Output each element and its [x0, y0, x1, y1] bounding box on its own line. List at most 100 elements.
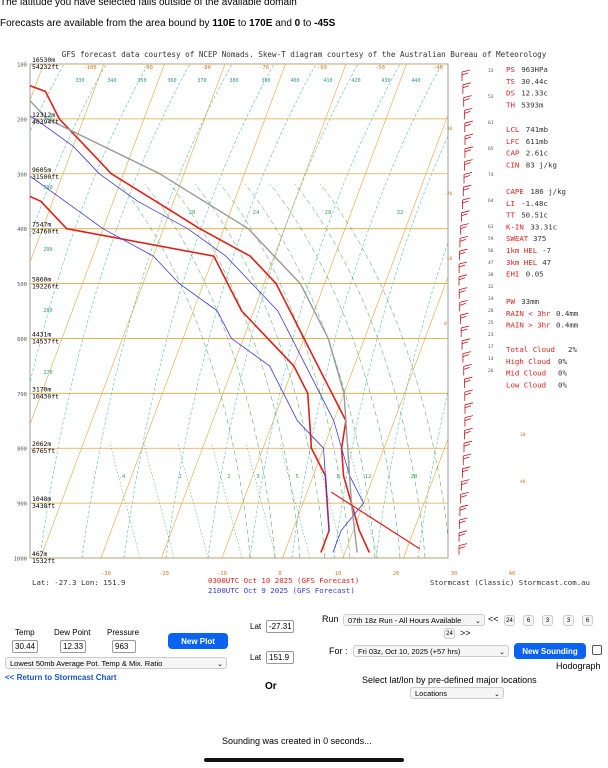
wind-barb — [458, 287, 468, 299]
dry-adiabat — [586, 64, 608, 558]
wind-barb — [462, 453, 472, 465]
height-label-m: 5860m — [32, 276, 51, 284]
height-tick: 14 — [488, 356, 494, 362]
hodograph-checkbox[interactable] — [592, 645, 602, 655]
wind-barb — [459, 300, 468, 312]
height-tick: 64 — [488, 198, 494, 204]
stat-value: 33mm — [521, 297, 539, 306]
for-select[interactable]: Fri 03z, Oct 10, 2025 (+57 hrs) — [353, 645, 509, 657]
dry-adiabat — [39, 64, 191, 558]
lon-input[interactable] — [266, 651, 294, 664]
wind-barb — [463, 376, 473, 389]
dry-adiabat-label: 340 — [107, 78, 116, 84]
mixing-ratio-label: 2 — [227, 474, 230, 480]
nav-button-fwd-24[interactable]: 24 — [444, 628, 455, 639]
dry-adiabat-label: 310 — [43, 116, 52, 122]
nav-prev[interactable]: << — [488, 614, 499, 624]
nav-button-back-3[interactable]: 3 — [542, 615, 553, 626]
top-temp-tick: -40 — [433, 65, 443, 71]
new-plot-button[interactable]: New Plot — [168, 633, 228, 649]
wind-barb — [461, 466, 471, 478]
moist-adiabat — [169, 183, 301, 558]
new-sounding-button[interactable]: New Sounding — [514, 643, 586, 659]
wind-barb — [458, 543, 468, 555]
pressure-label: Pressure — [107, 628, 140, 637]
stat-value: 50.51c — [521, 211, 548, 220]
height-tick: 56 — [488, 248, 494, 254]
stat-label: High Cloud — [506, 357, 551, 366]
moist-adiabat — [294, 183, 426, 558]
stat-label: CAP — [506, 149, 520, 158]
nav-button-back-24[interactable]: 24 — [504, 615, 515, 626]
stat-value: 2.61c — [526, 149, 548, 158]
nav-button-back-6[interactable]: 6 — [523, 615, 534, 626]
height-tick: -30 — [444, 126, 453, 132]
run-label: Run — [322, 614, 339, 624]
dry-adiabat-label: 330 — [75, 78, 84, 84]
pressure-input[interactable] — [112, 640, 136, 653]
axis-labels: 100200300400500600700800900100016530m542… — [14, 56, 526, 577]
mixing-ratio-label: 1 — [178, 474, 181, 480]
bottom-temp-tick: -10 — [217, 571, 227, 577]
chart-title: GFS forecast data courtesy of NCEP Nomad… — [62, 50, 547, 59]
moist-adiabat — [319, 183, 448, 540]
skew-t-chart: GFS forecast data courtesy of NCEP Nomad… — [14, 50, 608, 595]
stat-label: TS — [506, 77, 515, 86]
stat-value: 0% — [558, 380, 567, 389]
wind-barb — [462, 82, 471, 94]
nav-button-fwd-6[interactable]: 6 — [582, 615, 593, 626]
height-label-m: 9605m — [32, 166, 51, 174]
stat-label: K-IN — [506, 222, 524, 231]
stat-value: 375 — [533, 234, 546, 243]
mixing-ratio-line — [211, 443, 243, 558]
lat-label: Lat — [250, 622, 262, 631]
dry-adiabat — [30, 64, 107, 238]
mixing-ratio-label: 12 — [365, 474, 372, 480]
wind-barb — [460, 223, 469, 235]
dry-adiabat — [291, 64, 443, 558]
dry-adiabat-label: 360 — [167, 78, 176, 84]
stat-label: LI — [506, 199, 515, 208]
locations-select[interactable]: Locations — [410, 687, 504, 699]
nav-next[interactable]: >> — [460, 628, 471, 638]
wind-barb — [461, 479, 470, 491]
lat-input[interactable] — [266, 620, 294, 633]
stat-value: 5393m — [521, 100, 544, 109]
stat-value: 741mb — [526, 125, 549, 134]
parcel-select[interactable]: Lowest 50mb Average Pot. Temp & Mix. Rat… — [5, 657, 227, 669]
stat-value: 186 j/kg — [530, 187, 566, 196]
temp-input[interactable] — [12, 640, 38, 653]
dry-adiabat — [375, 241, 448, 558]
dry-adiabat-label: 280 — [43, 308, 52, 314]
dry-adiabat-label: 390 — [261, 78, 270, 84]
mixing-ratio-label: 8 — [336, 474, 340, 480]
mixing-ratio-line — [347, 443, 379, 558]
height-tick: 47 — [488, 260, 494, 266]
bottom-temp-tick: 20 — [393, 571, 400, 577]
stat-label: TH — [506, 100, 515, 109]
dewpoint-input[interactable] — [60, 640, 86, 653]
stat-label: 3km HEL — [506, 258, 538, 267]
dry-adiabat-label: 410 — [323, 78, 332, 84]
height-label-m: 4431m — [32, 330, 51, 338]
return-link[interactable]: << Return to Stormcast Chart — [5, 673, 117, 682]
height-label-ft: 14537ft — [32, 337, 59, 345]
stat-label: PS — [506, 65, 515, 74]
height-tick: 40 — [520, 479, 526, 485]
stat-value: 83 j/kg — [526, 160, 557, 169]
top-temp-tick: -60 — [317, 65, 327, 71]
stat-label: TT — [506, 211, 515, 220]
wind-barb — [464, 389, 473, 401]
dry-adiabat — [333, 135, 448, 558]
height-label-ft: 31500ft — [32, 173, 59, 181]
pressure-tick-label: 200 — [17, 117, 27, 123]
isotherm — [403, 437, 448, 558]
run-select[interactable]: 07th 18z Run - All Hours Available — [343, 614, 485, 626]
height-tick: 23 — [488, 332, 494, 338]
series-parcel — [30, 99, 358, 553]
pressure-tick-label: 900 — [17, 502, 27, 508]
nav-button-fwd-3[interactable]: 3 — [563, 615, 574, 626]
isotherm — [100, 64, 286, 558]
height-label-ft: 3438ft — [32, 502, 55, 510]
creation-time: Sounding was created in 0 seconds... — [222, 736, 372, 746]
